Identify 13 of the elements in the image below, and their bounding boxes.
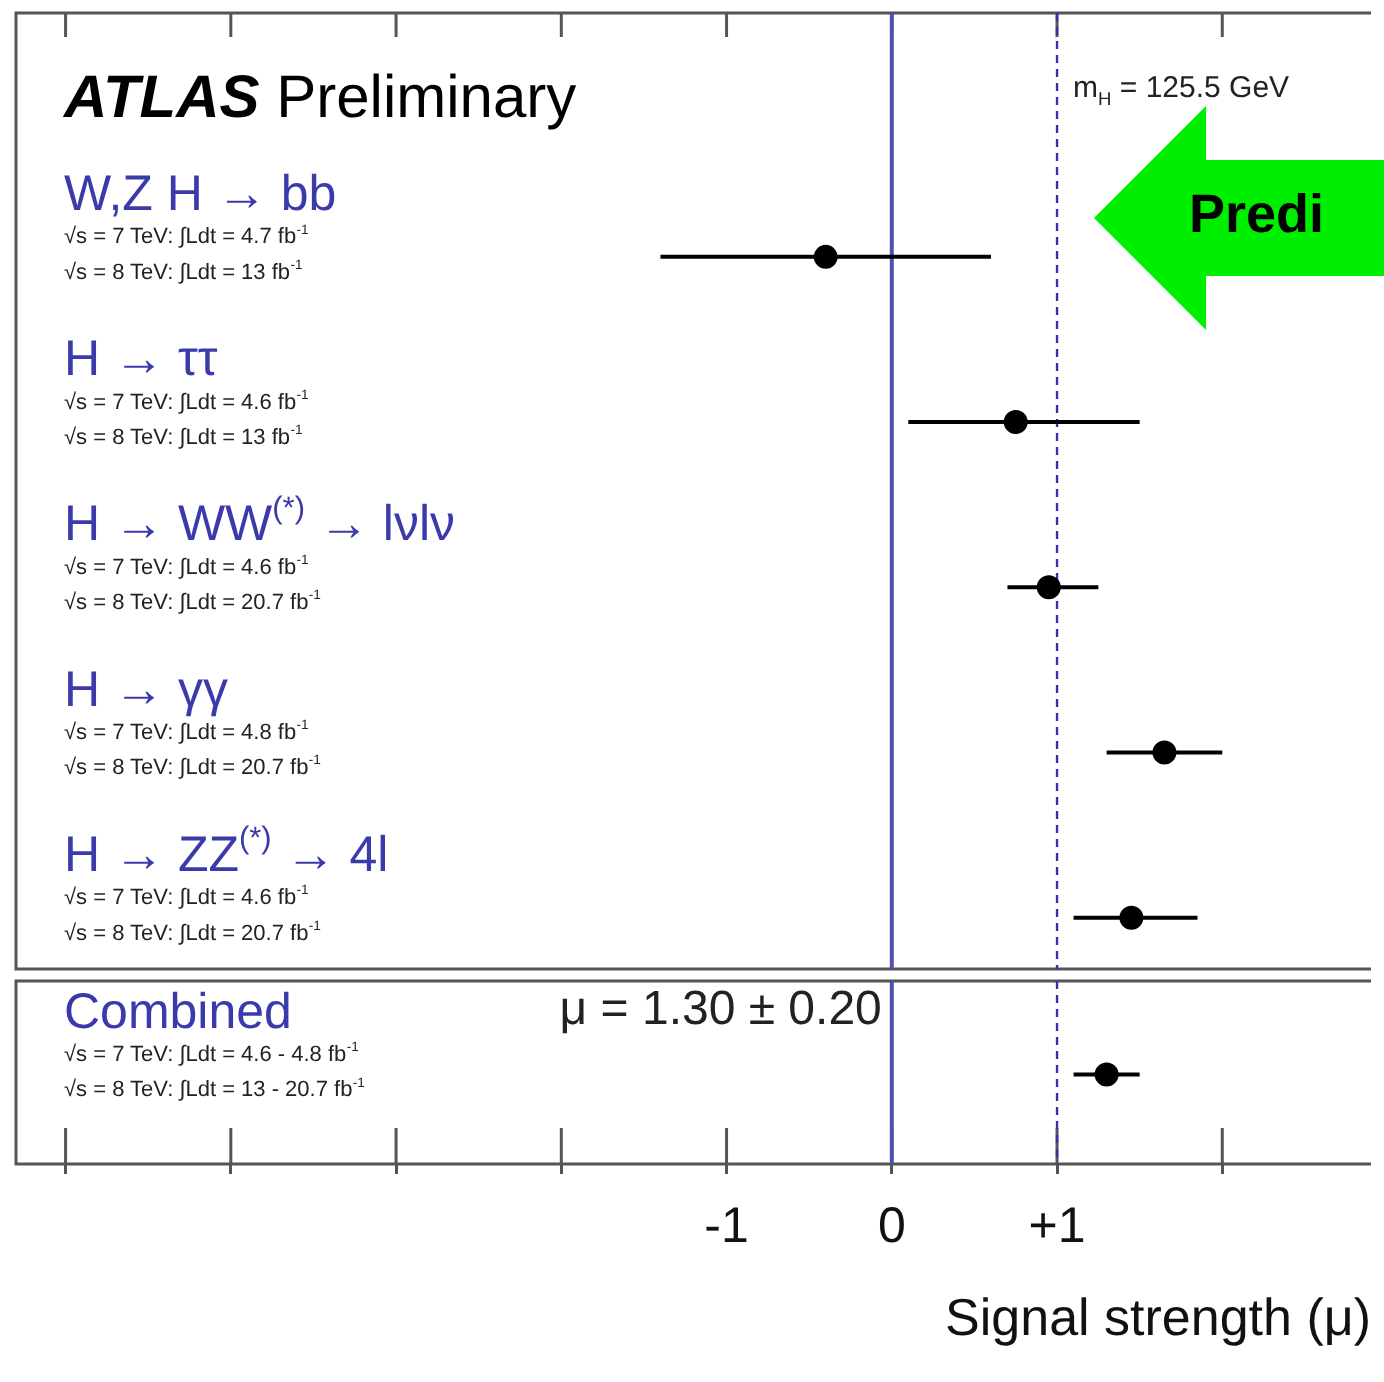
annotation: Predi: [1189, 183, 1325, 244]
category-label: H → γγ: [64, 661, 228, 718]
category-label: H → WW(*) → lνlν: [64, 491, 455, 553]
category-label: H → ττ: [64, 331, 218, 388]
x-axis-title: Signal strength (μ): [945, 1287, 1371, 1348]
annotation: μ = 1.30 ± 0.20: [559, 982, 882, 1037]
x-tick-label: +1: [1028, 1197, 1086, 1254]
category-label: H → ZZ(*) → 4l: [64, 822, 389, 883]
category-label: W,Z H → bb: [64, 165, 337, 222]
x-tick-label: -1: [704, 1197, 749, 1254]
category-label: Combined: [64, 983, 292, 1040]
x-tick-label: 0: [877, 1197, 906, 1254]
text: ATLAS Preliminary: [62, 65, 577, 131]
